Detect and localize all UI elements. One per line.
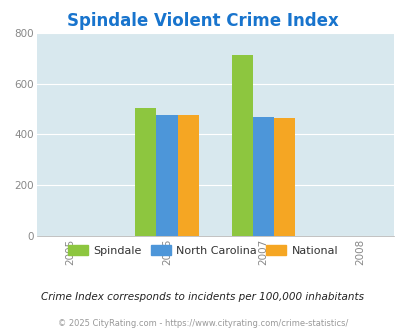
Bar [273,118,294,236]
Text: Crime Index corresponds to incidents per 100,000 inhabitants: Crime Index corresponds to incidents per… [41,292,364,302]
Legend: Spindale, North Carolina, National: Spindale, North Carolina, National [63,241,342,260]
Bar [135,108,156,236]
Bar [252,117,273,236]
Text: Spindale Violent Crime Index: Spindale Violent Crime Index [67,12,338,30]
Text: © 2025 CityRating.com - https://www.cityrating.com/crime-statistics/: © 2025 CityRating.com - https://www.city… [58,319,347,328]
Bar [156,115,177,236]
Bar [177,115,198,236]
Bar [231,54,252,236]
